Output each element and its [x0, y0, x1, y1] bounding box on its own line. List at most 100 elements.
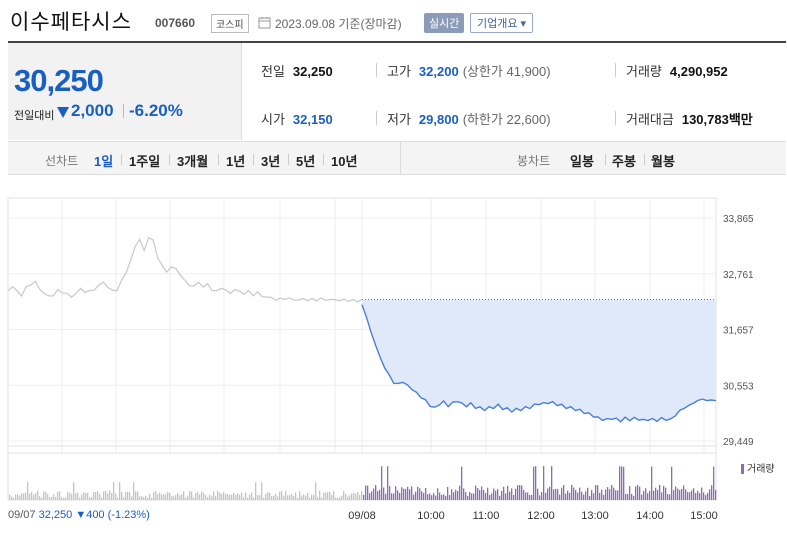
volume-bar	[633, 495, 635, 500]
stat-open-label: 시가	[261, 112, 285, 127]
volume-bar	[653, 490, 655, 500]
tab-separator	[169, 154, 170, 165]
volume-bar	[333, 491, 335, 500]
y-tick-label: 30,553	[723, 381, 754, 392]
volume-bar	[11, 496, 13, 500]
volume-bar	[419, 488, 421, 500]
volume-bar	[77, 492, 79, 500]
volume-bar	[195, 492, 197, 500]
volume-bar	[373, 488, 375, 500]
volume-bar	[393, 493, 395, 500]
volume-bar	[375, 485, 377, 500]
volume-bar	[667, 494, 669, 500]
volume-bar	[657, 490, 659, 500]
stat-volume: 거래량 4,290,952	[626, 61, 728, 80]
tab-separator	[121, 154, 122, 165]
tab-daily-candle[interactable]: 일봉	[570, 154, 594, 169]
volume-bar	[617, 490, 619, 500]
company-overview-button[interactable]: 기업개요 ▾	[470, 13, 534, 33]
tab-10year[interactable]: 10년	[331, 154, 358, 169]
stat-amount-unit: 백만	[728, 112, 753, 127]
plot-area	[7, 236, 717, 423]
volume-bar	[45, 491, 47, 500]
volume-bar	[79, 497, 81, 500]
stat-lower-limit: (하한가 22,600)	[462, 112, 551, 127]
volume-bar	[191, 491, 193, 500]
tab-monthly-candle[interactable]: 월봉	[651, 154, 675, 169]
volume-bar	[665, 487, 667, 500]
x-tick-label: 14:00	[636, 510, 664, 522]
volume-bar	[565, 493, 567, 500]
volume-bar	[581, 491, 583, 500]
volume-bar	[339, 497, 341, 500]
market-badge: 코스피	[211, 14, 249, 33]
y-tick-label: 33,865	[723, 214, 754, 225]
volume-bar	[519, 485, 521, 500]
volume-bar	[619, 466, 621, 500]
volume-bar	[441, 494, 443, 500]
volume-bar	[437, 488, 439, 500]
tab-3month[interactable]: 3개월	[177, 154, 209, 169]
volume-bar	[155, 490, 157, 500]
volume-bar	[611, 484, 613, 500]
stat-separator	[376, 63, 377, 77]
volume-bar	[315, 482, 317, 500]
volume-bar	[369, 493, 371, 500]
volume-bar	[557, 488, 559, 500]
volume-bar	[211, 496, 213, 500]
volume-bar	[305, 495, 307, 500]
volume-bar	[363, 494, 365, 500]
volume-bar	[215, 496, 217, 500]
volume-bar	[499, 495, 501, 500]
volume-bar	[381, 466, 383, 500]
volume-bar	[529, 495, 531, 500]
prev-pct: (-1.23%)	[107, 509, 150, 521]
line-chart-label: 선차트	[45, 154, 79, 168]
volume-bar	[389, 486, 391, 500]
tab-1week[interactable]: 1주일	[129, 154, 161, 169]
volume-bar	[637, 484, 639, 500]
volume-bar	[447, 486, 449, 500]
volume-bar	[465, 492, 467, 500]
volume-bar	[247, 497, 249, 500]
tab-5year[interactable]: 5년	[296, 154, 316, 169]
tab-1day[interactable]: 1일	[94, 154, 114, 169]
header-divider	[8, 41, 786, 43]
volume-bar	[627, 494, 629, 500]
volume-bar	[23, 493, 25, 500]
volume-bar	[299, 490, 301, 500]
volume-bar	[355, 493, 357, 500]
volume-bar	[143, 496, 145, 500]
volume-bar	[629, 486, 631, 500]
volume-bar	[341, 495, 343, 500]
volume-bar	[551, 466, 553, 500]
volume-bar	[101, 497, 103, 500]
prev-day-line	[7, 236, 363, 303]
volume-bar	[35, 493, 37, 500]
live-button[interactable]: 실시간	[424, 13, 465, 33]
volume-bar	[81, 494, 83, 500]
volume-bar	[253, 497, 255, 500]
tab-separator	[253, 154, 254, 165]
volume-bar	[357, 492, 359, 500]
volume-bar	[331, 494, 333, 500]
volume-bar	[147, 497, 149, 500]
volume-bar	[271, 495, 273, 500]
tab-1year[interactable]: 1년	[226, 154, 246, 169]
stat-high-value: 32,200	[418, 64, 459, 79]
volume-bar	[705, 495, 707, 500]
volume-bar	[481, 486, 483, 500]
tab-weekly-candle[interactable]: 주봉	[612, 154, 636, 169]
volume-bar	[301, 495, 303, 500]
tab-3year[interactable]: 3년	[261, 154, 281, 169]
volume-bar	[655, 487, 657, 500]
volume-bar	[21, 493, 23, 500]
volume-bar	[713, 466, 715, 500]
volume-bar	[251, 492, 253, 500]
volume-bar	[117, 497, 119, 500]
volume-bar	[663, 485, 665, 500]
volume-bar	[541, 492, 543, 500]
volume-bar	[351, 493, 353, 500]
volume-bar	[95, 491, 97, 500]
volume-bar	[31, 492, 33, 500]
